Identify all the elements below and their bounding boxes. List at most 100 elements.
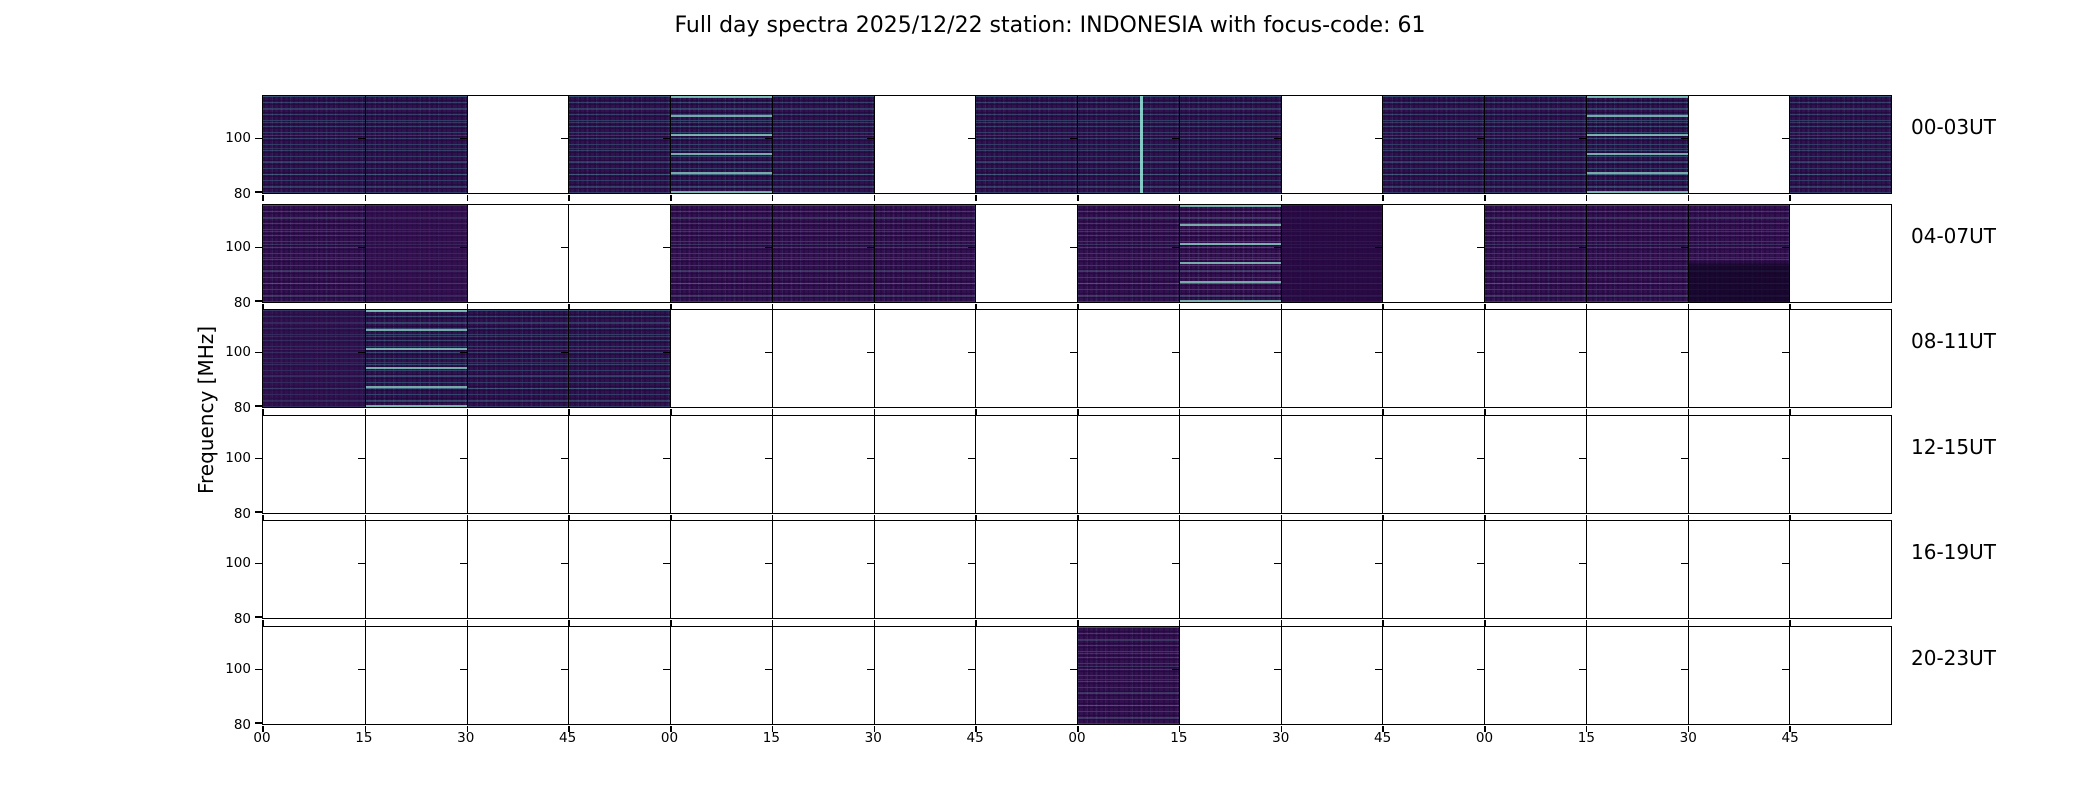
x-tick-mark [1280, 726, 1283, 732]
x-tick-mark [1178, 515, 1181, 521]
x-tick-mark [1382, 515, 1384, 521]
x-tick-mark [1789, 515, 1791, 521]
x-tick-label: 45 [1374, 730, 1392, 746]
x-tick-label: 45 [966, 730, 984, 746]
y-tick-100-mark [1171, 137, 1179, 140]
empty-segment [255, 627, 365, 732]
empty-segment [1375, 627, 1484, 732]
x-tick-label: 00 [253, 730, 271, 746]
y-tick-100-mark [1070, 351, 1077, 354]
x-tick-mark [364, 195, 367, 201]
x-tick-mark [1484, 515, 1486, 521]
x-tick-mark [1077, 304, 1079, 310]
empty-segment [968, 416, 1077, 521]
x-tick-mark [364, 515, 367, 521]
empty-segment [1375, 521, 1484, 626]
y-tick-100-mark [1782, 137, 1790, 140]
spectrogram-segment [1171, 205, 1281, 310]
y-tick-100-mark [1273, 457, 1281, 460]
x-tick-mark [670, 195, 672, 201]
empty-segment [1375, 416, 1484, 521]
empty-segment [561, 521, 670, 626]
spectrogram-segment [1273, 205, 1383, 310]
x-tick-mark [873, 409, 876, 415]
y-tick-100-mark [1375, 562, 1383, 565]
x-tick-mark [1382, 726, 1384, 732]
empty-segment [1782, 310, 1891, 415]
y-tick-100-mark [1375, 137, 1383, 140]
x-tick-mark [466, 304, 469, 310]
y-tick-100-mark [968, 137, 976, 140]
empty-segment [1578, 310, 1688, 415]
y-tick-100-mark [866, 246, 874, 249]
spectrogram-segment [866, 205, 976, 310]
spectra-row-04-07ut: 100 80 04-07UT [225, 204, 1996, 311]
y-tick-100-mark [866, 457, 874, 460]
x-tick-mark [568, 620, 570, 626]
spectrogram-segment [1070, 205, 1179, 310]
x-tick-label: 15 [762, 730, 780, 746]
y-tick-100-mark [1578, 246, 1586, 249]
y-tick-100-mark [1070, 668, 1077, 671]
spectrogram-segment [1578, 96, 1688, 201]
x-tick-mark [1382, 409, 1384, 415]
x-tick-mark [1789, 726, 1791, 732]
y-tick-100-mark [561, 137, 569, 140]
empty-segment [1477, 521, 1586, 626]
x-tick-mark [262, 726, 264, 732]
x-tick-mark [771, 620, 774, 626]
empty-segment [1578, 416, 1688, 521]
x-tick-mark [1789, 195, 1791, 201]
x-tick-mark [670, 726, 672, 732]
x-tick-mark [1280, 409, 1283, 415]
y-tick-80-mark [255, 405, 262, 407]
empty-segment [1782, 205, 1891, 310]
x-tick-label: 15 [1170, 730, 1188, 746]
y-tick-label-80: 80 [233, 295, 251, 311]
y-tick-label-100: 100 [225, 238, 251, 255]
empty-segment [1680, 416, 1790, 521]
empty-segment [1273, 627, 1383, 732]
y-tick-100-mark [968, 457, 976, 460]
x-tick-mark [975, 195, 977, 201]
empty-segment [663, 310, 772, 415]
x-tick-mark [975, 726, 977, 732]
x-tick-label: 30 [1679, 730, 1697, 746]
empty-segment [866, 627, 976, 732]
x-tick-mark [364, 304, 367, 310]
x-tick-mark [1077, 409, 1079, 415]
spectrogram-segment [255, 96, 365, 201]
x-tick-mark [670, 409, 672, 415]
x-tick-mark [1178, 620, 1181, 626]
y-tick-100-mark [1680, 246, 1688, 249]
y-tick-100-mark [1070, 562, 1077, 565]
spectrogram-segment [357, 205, 467, 310]
row-label: 12-15UT [1911, 435, 1996, 459]
x-tick-mark [1077, 620, 1079, 626]
y-tick-label-80: 80 [233, 506, 251, 522]
x-tick-label: 15 [1577, 730, 1595, 746]
x-tick-mark [771, 409, 774, 415]
y-tick-100-mark [255, 668, 262, 671]
y-tick-100-mark [1782, 351, 1790, 354]
empty-segment [866, 521, 976, 626]
y-tick-100-mark [357, 668, 365, 671]
x-tick-mark [1280, 515, 1283, 521]
x-tick-mark [568, 409, 570, 415]
x-tick-mark [975, 304, 977, 310]
spectrogram-segment [764, 205, 874, 310]
x-tick-label: 30 [1272, 730, 1290, 746]
x-tick-mark [568, 726, 570, 732]
empty-segment [459, 627, 569, 732]
empty-segment [1375, 205, 1484, 310]
y-tick-100-mark [866, 351, 874, 354]
y-tick-80-mark [255, 511, 262, 513]
y-tick-100-mark [663, 562, 670, 565]
y-tick-100-mark [1273, 246, 1281, 249]
y-tick-label-100: 100 [225, 343, 251, 360]
y-tick-label-80: 80 [233, 186, 251, 202]
y-tick-100-mark [1578, 457, 1586, 460]
empty-segment [357, 416, 467, 521]
x-tick-mark [568, 195, 570, 201]
spectra-row-16-19ut: 100 80 16-19UT [225, 520, 1996, 627]
